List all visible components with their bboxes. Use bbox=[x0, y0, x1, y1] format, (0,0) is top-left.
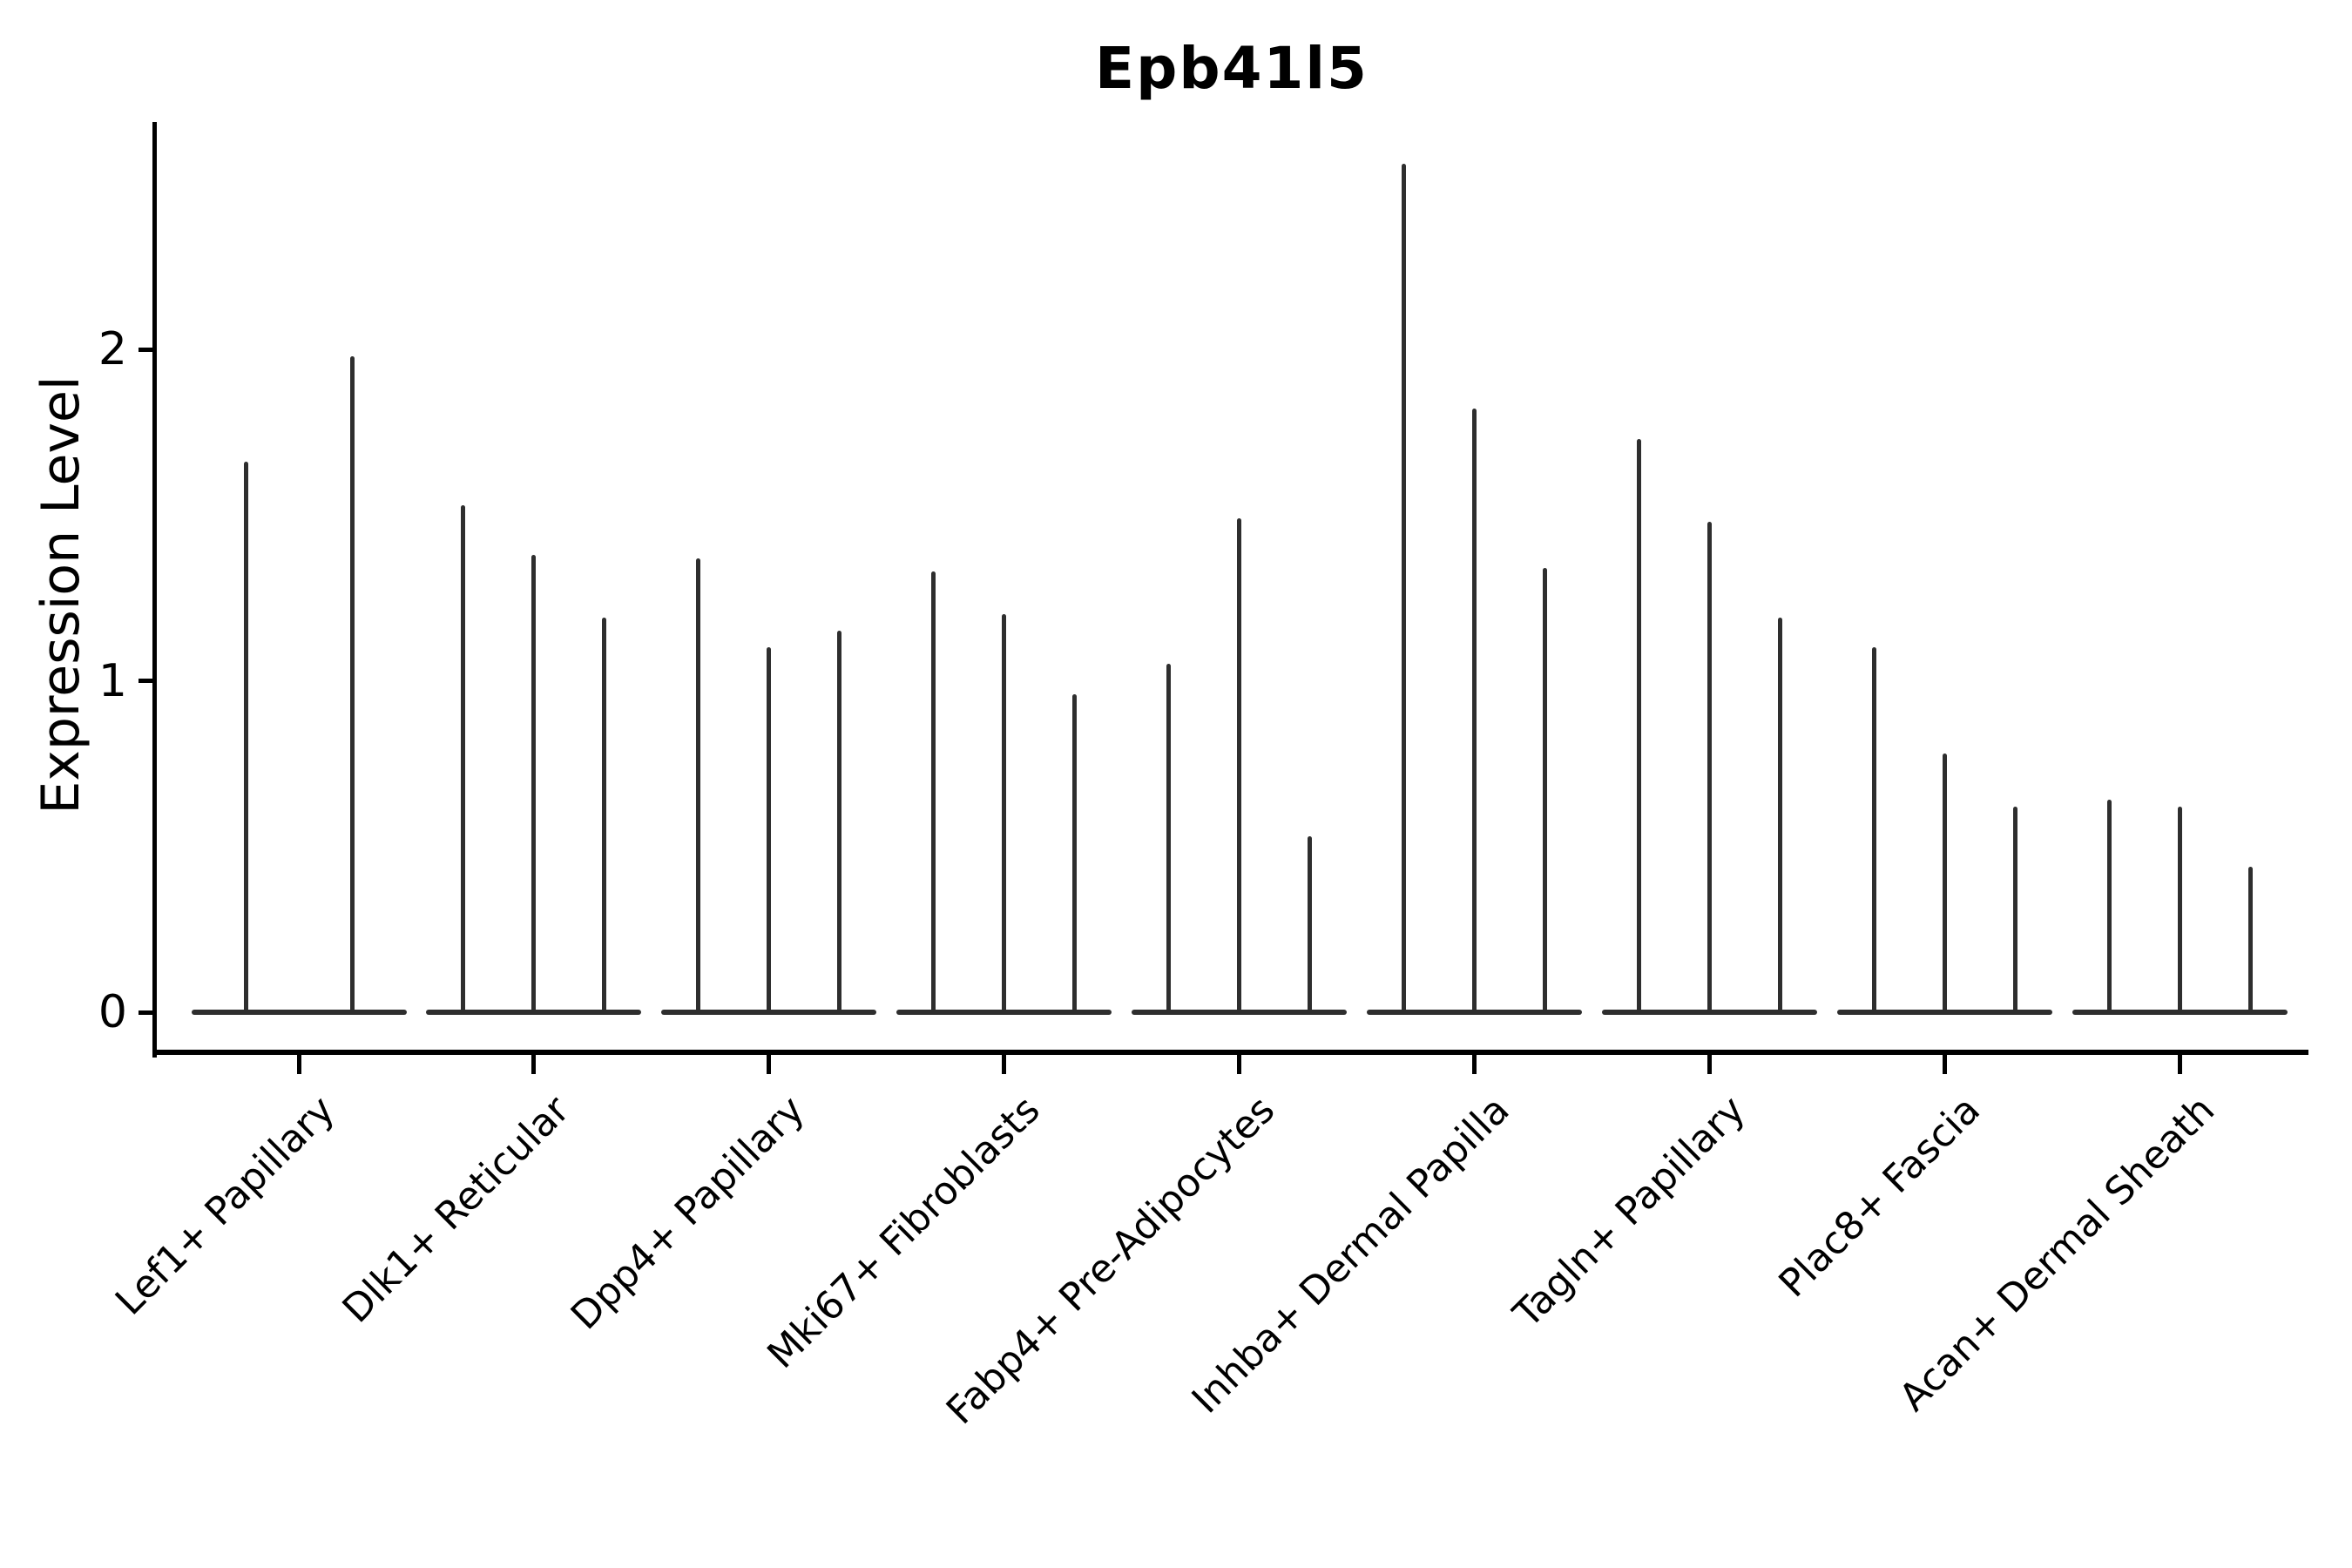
violin-spike bbox=[1308, 836, 1312, 1014]
violin-spike bbox=[1777, 618, 1782, 1014]
violin-spike bbox=[2177, 807, 2182, 1014]
x-tick-mark bbox=[1707, 1053, 1712, 1074]
violin-spike bbox=[531, 554, 537, 1014]
violin-spike bbox=[1002, 614, 1007, 1014]
violin-spike bbox=[1542, 568, 1547, 1014]
x-tick-mark bbox=[1237, 1053, 1241, 1074]
violin-spike bbox=[602, 618, 607, 1014]
violin-spike bbox=[461, 504, 466, 1014]
violin-spike bbox=[1942, 754, 1947, 1014]
y-tick-mark bbox=[139, 347, 154, 352]
violin-spike bbox=[1707, 521, 1712, 1014]
y-tick-mark bbox=[139, 1010, 154, 1015]
violin-spike bbox=[1871, 647, 1876, 1014]
x-category-label: Tagln+ Papillary bbox=[1504, 1087, 1754, 1337]
violin-spike bbox=[1636, 438, 1641, 1014]
violin-spike bbox=[2247, 866, 2253, 1014]
y-tick-label: 1 bbox=[98, 654, 127, 707]
x-axis-spine bbox=[152, 1050, 2308, 1055]
violin-spike bbox=[1471, 409, 1477, 1014]
violin-spike bbox=[1401, 163, 1406, 1014]
violin-spike bbox=[767, 647, 772, 1014]
y-tick-label: 0 bbox=[98, 986, 127, 1038]
violin-base bbox=[191, 1010, 407, 1015]
violin-spike bbox=[349, 355, 355, 1014]
x-tick-mark bbox=[296, 1053, 301, 1074]
x-tick-mark bbox=[1471, 1053, 1477, 1074]
violin-spike bbox=[837, 631, 842, 1014]
x-tick-mark bbox=[767, 1053, 772, 1074]
violin-spike bbox=[696, 558, 701, 1014]
x-tick-mark bbox=[2177, 1053, 2182, 1074]
y-tick-label: 2 bbox=[98, 323, 127, 375]
violin-spike bbox=[1166, 664, 1171, 1014]
x-tick-mark bbox=[531, 1053, 537, 1074]
plot-title: Epb41l5 bbox=[1095, 35, 1369, 102]
x-category-label: Plac8+ Fascia bbox=[1770, 1087, 1989, 1307]
x-tick-mark bbox=[1002, 1053, 1007, 1074]
violin-spike bbox=[2012, 807, 2017, 1014]
violin-spike bbox=[1072, 693, 1078, 1014]
y-tick-mark bbox=[139, 679, 154, 683]
violin-spike bbox=[2106, 800, 2112, 1014]
x-category-label: Mki67+ Fibroblasts bbox=[758, 1087, 1049, 1377]
x-category-label: Dlk1+ Reticular bbox=[334, 1087, 578, 1332]
violin-spike bbox=[243, 462, 248, 1014]
x-category-label: Dpp4+ Papillary bbox=[562, 1087, 814, 1339]
violin-spike bbox=[931, 571, 936, 1014]
violin-spike bbox=[1237, 518, 1241, 1014]
y-axis-spine bbox=[152, 122, 157, 1058]
x-tick-mark bbox=[1942, 1053, 1947, 1074]
x-category-label: Lef1+ Papillary bbox=[106, 1087, 343, 1324]
